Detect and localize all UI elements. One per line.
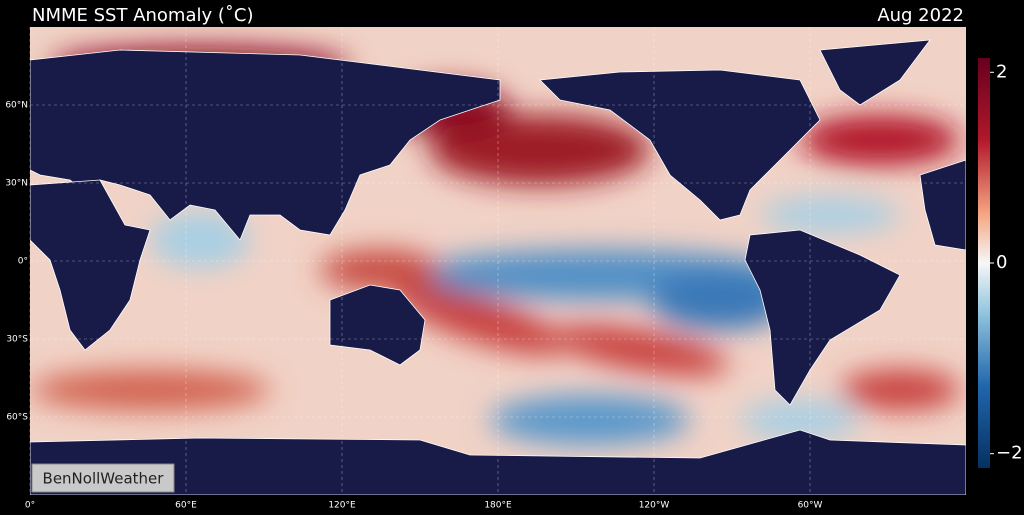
map-title: NMME SST Anomaly (˚C) xyxy=(32,5,253,26)
colorbar xyxy=(978,58,990,468)
graticule xyxy=(29,27,966,495)
lat-tick-label: 60°S xyxy=(6,413,28,423)
greenland xyxy=(819,39,931,106)
antarctica xyxy=(30,429,966,495)
australia xyxy=(329,284,426,366)
lat-tick-label: 60°N xyxy=(5,101,28,111)
land xyxy=(30,39,966,495)
europe-africa-east xyxy=(919,159,966,251)
lon-tick-label: 0° xyxy=(25,501,35,511)
lat-tick-label: 30°S xyxy=(6,335,28,345)
watermark-box xyxy=(31,463,175,493)
lon-tick-label: 120°E xyxy=(328,501,356,511)
lon-tick-label: 120°W xyxy=(639,501,670,511)
lon-tick-label: 60°E xyxy=(175,501,197,511)
map-date: Aug 2022 xyxy=(877,5,964,26)
lat-tick-label: 30°N xyxy=(5,179,28,189)
colorbar-tick-label: 2 xyxy=(996,61,1007,82)
lon-tick-label: 180°E xyxy=(484,501,512,511)
lat-tick-label: 0° xyxy=(18,257,28,267)
colorbar-tick-label: −2 xyxy=(996,443,1023,464)
lon-tick-label: 60°W xyxy=(798,501,823,511)
watermark: BenNollWeather xyxy=(43,470,165,488)
colorbar-tick-label: 0 xyxy=(996,252,1007,273)
africa xyxy=(30,179,151,351)
north-america xyxy=(539,69,821,221)
